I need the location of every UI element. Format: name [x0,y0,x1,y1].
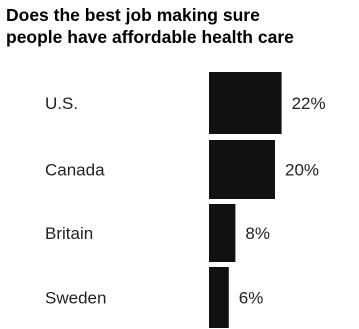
category-label: U.S. [45,94,78,113]
value-label: 6% [239,289,264,308]
chart-title: Does the best job making sure people hav… [6,4,356,48]
value-label: 20% [285,161,319,180]
bar [209,140,275,199]
value-label: 8% [245,224,270,243]
value-label: 22% [292,94,326,113]
chart-title-line-1: Does the best job making sure [6,5,260,25]
chart-title-line-2: people have affordable health care [6,27,294,47]
bar [209,204,236,262]
bar [209,267,229,328]
category-label: Sweden [45,289,106,308]
category-label: Canada [45,161,105,180]
category-label: Britain [45,224,93,243]
bar [209,72,282,134]
